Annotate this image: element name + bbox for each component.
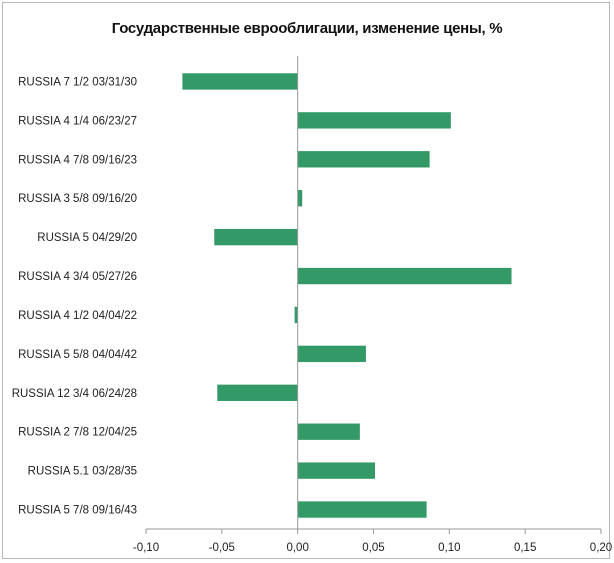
bar-2 — [297, 112, 451, 129]
x-tick-label-4: 0,05 — [362, 542, 384, 554]
x-tick-label-6: 0,15 — [514, 542, 536, 554]
bar-8 — [297, 345, 366, 363]
bar-6 — [297, 267, 512, 285]
category-label-9: RUSSIA 12 3/4 06/24/28 — [12, 388, 137, 400]
x-axis: -0,10 -0,05 0,00 0,05 0,10 0,15 0,20 — [133, 56, 612, 554]
bar-11 — [297, 462, 376, 479]
category-label-6: RUSSIA 4 3/4 05/27/26 — [18, 271, 137, 283]
category-label-12: RUSSIA 5 7/8 09/16/43 — [18, 505, 137, 517]
x-tick-label-5: 0,10 — [438, 542, 460, 554]
category-label-8: RUSSIA 5 5/8 04/04/42 — [18, 349, 137, 361]
category-label-11: RUSSIA 5.1 03/28/35 — [28, 466, 137, 478]
bars-group — [182, 73, 512, 518]
x-tick-label-2: -0,05 — [209, 542, 235, 554]
category-label-3: RUSSIA 4 7/8 09/16/23 — [18, 154, 137, 166]
bar-4 — [297, 190, 303, 207]
bar-12 — [297, 501, 427, 518]
x-tick-label-3: 0,00 — [286, 542, 308, 554]
x-tick-label-7: 0,20 — [590, 542, 612, 554]
category-label-7: RUSSIA 4 1/2 04/04/22 — [18, 310, 137, 322]
category-label-2: RUSSIA 4 1/4 06/23/27 — [18, 115, 137, 127]
bar-10 — [297, 423, 360, 440]
bar-5 — [214, 228, 298, 246]
x-tick-label-1: -0,10 — [133, 542, 159, 554]
category-labels-group: RUSSIA 7 1/2 03/31/30 RUSSIA 4 1/4 06/23/… — [12, 76, 137, 516]
category-label-10: RUSSIA 2 7/8 12/04/25 — [18, 427, 137, 439]
category-label-1: RUSSIA 7 1/2 03/31/30 — [18, 76, 137, 88]
category-label-5: RUSSIA 5 04/29/20 — [37, 232, 137, 244]
bar-1 — [182, 73, 298, 90]
bar-9 — [217, 384, 298, 401]
bar-7 — [294, 306, 298, 324]
bar-3 — [297, 151, 430, 168]
category-label-4: RUSSIA 3 5/8 09/16/20 — [18, 193, 137, 205]
chart-title: Государственные еврооблигации, изменение… — [111, 20, 503, 37]
